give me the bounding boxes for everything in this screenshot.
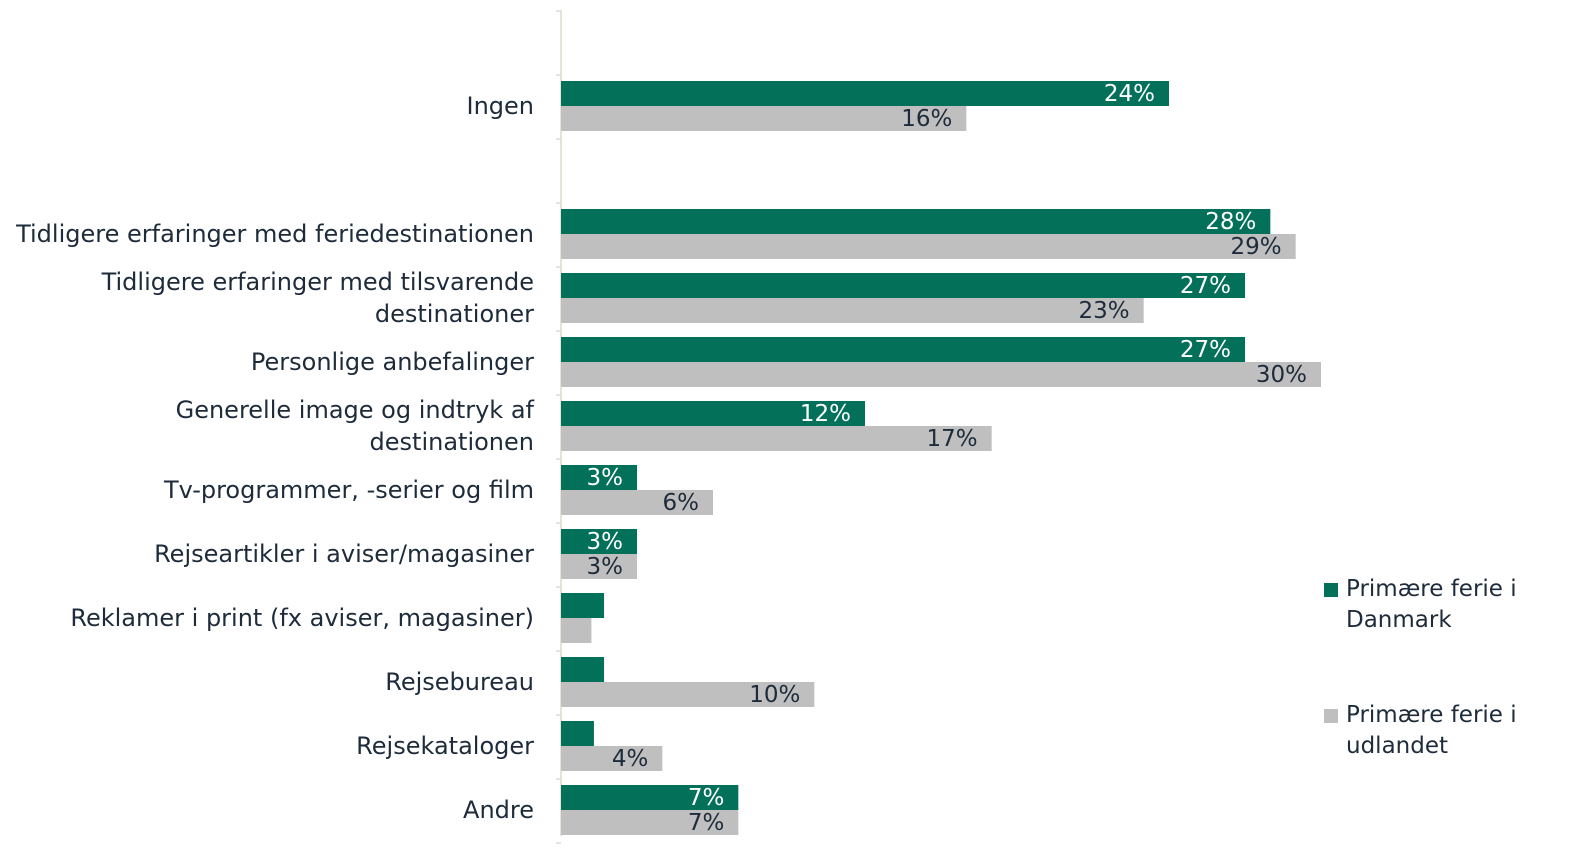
category-label: Personlige anbefalinger xyxy=(250,348,534,376)
legend-label: Primære ferie i Danmark xyxy=(1346,576,1517,633)
bar xyxy=(561,337,1245,362)
bar xyxy=(561,273,1245,298)
value-label: 3% xyxy=(587,529,624,555)
bar xyxy=(561,810,739,835)
category-label: Andre xyxy=(463,796,534,824)
bar xyxy=(561,785,739,810)
value-label: 17% xyxy=(927,426,978,452)
value-label: 7% xyxy=(688,785,725,811)
bar xyxy=(561,721,594,746)
value-label: 30% xyxy=(1256,362,1307,388)
bar xyxy=(561,682,815,707)
value-label: 12% xyxy=(800,401,851,427)
value-label: 16% xyxy=(901,106,952,132)
category-label: Generelle image og indtryk af destinatio… xyxy=(175,396,534,456)
value-label: 10% xyxy=(749,682,800,708)
category-label: Rejsebureau xyxy=(385,668,534,696)
category-label: Tidligere erfaringer med feriedestinatio… xyxy=(16,220,534,248)
bar xyxy=(561,593,605,618)
bar xyxy=(561,490,713,515)
legend-swatch xyxy=(1324,709,1338,723)
bar xyxy=(561,81,1169,106)
bar xyxy=(561,298,1144,323)
value-label: 3% xyxy=(587,465,624,491)
bar xyxy=(561,554,637,579)
bar xyxy=(561,529,637,554)
value-label: 24% xyxy=(1104,81,1155,107)
value-label: 23% xyxy=(1079,298,1130,324)
category-label: Tidligere erfaringer med tilsvarende des… xyxy=(101,268,534,328)
legend-label: Primære ferie i udlandet xyxy=(1346,702,1517,759)
bar xyxy=(561,657,605,682)
bar xyxy=(561,618,592,643)
legend-swatch xyxy=(1324,583,1338,597)
bar xyxy=(561,426,992,451)
bar xyxy=(561,209,1271,234)
category-label: Ingen xyxy=(466,92,535,120)
bar xyxy=(561,746,663,771)
bar xyxy=(561,106,967,131)
value-label: 27% xyxy=(1180,273,1231,299)
category-label: Tv-programmer, -serier og film xyxy=(163,476,534,504)
value-label: 28% xyxy=(1205,209,1256,235)
value-label: 4% xyxy=(612,746,649,772)
bar xyxy=(561,234,1296,259)
value-label: 3% xyxy=(587,554,624,580)
value-label: 7% xyxy=(688,810,725,836)
bar xyxy=(561,401,865,426)
category-label: Reklamer i print (fx aviser, magasiner) xyxy=(70,604,534,632)
category-label: Rejsekataloger xyxy=(356,732,534,760)
category-label: Rejseartikler i aviser/magasiner xyxy=(154,540,534,568)
bar xyxy=(561,465,637,490)
value-label: 6% xyxy=(663,490,700,516)
value-label: 27% xyxy=(1180,337,1231,363)
value-label: 29% xyxy=(1231,234,1282,260)
bar xyxy=(561,362,1321,387)
